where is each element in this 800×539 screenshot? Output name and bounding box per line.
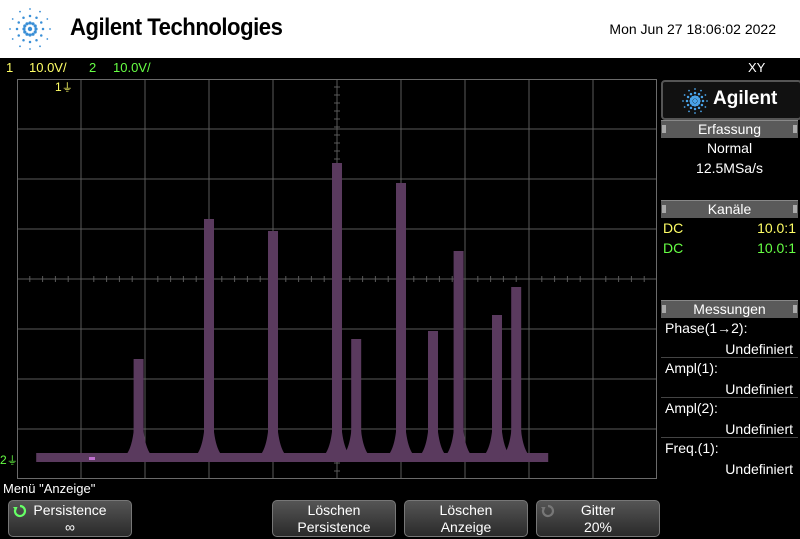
trace-peak-base bbox=[440, 421, 477, 459]
divider bbox=[661, 397, 798, 398]
trace-peak-base bbox=[383, 421, 419, 459]
trace-marker bbox=[89, 457, 95, 460]
sample-rate: 12.5MSa/s bbox=[696, 160, 763, 176]
trace-peak bbox=[268, 231, 278, 459]
ch2-number[interactable]: 2 bbox=[89, 60, 97, 75]
ch2-probe: 10.0:1 bbox=[757, 240, 796, 256]
measurement-label: Ampl(2): bbox=[665, 400, 718, 416]
channel-scale-bar: 1 10.0V/ 2 10.0V/ XY bbox=[0, 58, 800, 78]
acquisition-header[interactable]: Erfassung bbox=[661, 120, 798, 138]
trace-peak bbox=[453, 251, 464, 459]
xy-mode-label: XY bbox=[748, 60, 766, 75]
scope-display[interactable] bbox=[17, 79, 657, 479]
trace-peak-base bbox=[255, 421, 291, 459]
softkey-label: Gitter bbox=[580, 502, 616, 518]
clear-persistence-softkey[interactable]: Löschen Persistence bbox=[272, 500, 396, 537]
softkey-value: Persistence bbox=[297, 519, 371, 535]
agilent-spark-small-icon bbox=[682, 88, 708, 114]
measurement-label: Ampl(1): bbox=[665, 360, 718, 376]
measurement-value: Undefiniert bbox=[725, 381, 793, 397]
trace-peak-base bbox=[498, 421, 535, 459]
divider bbox=[661, 357, 798, 358]
divider bbox=[661, 437, 798, 438]
side-panel: Agilent Erfassung Normal 12.5MSa/s Kanäl… bbox=[659, 80, 800, 478]
trace-peak bbox=[511, 287, 522, 459]
trace-peak-base bbox=[319, 421, 355, 459]
trace-peak bbox=[396, 183, 406, 459]
persistence-softkey[interactable]: Persistence ∞ bbox=[8, 500, 132, 537]
ch2-coupling: DC bbox=[663, 240, 684, 256]
measurements-header[interactable]: Messungen bbox=[661, 300, 798, 318]
trace-peak bbox=[204, 219, 214, 459]
datetime: Mon Jun 27 18:06:02 2022 bbox=[609, 21, 776, 37]
softkey-value: Anzeige bbox=[440, 519, 492, 535]
waveform-graticule bbox=[17, 79, 657, 479]
ch2-ground-marker[interactable]: 2⏚ bbox=[0, 453, 18, 467]
ch1-probe: 10.0:1 bbox=[757, 220, 796, 236]
trace-peak bbox=[428, 331, 438, 459]
logo-label: Agilent bbox=[713, 88, 778, 109]
trace-peak-base bbox=[120, 421, 157, 459]
softkey-value: 20% bbox=[583, 519, 613, 535]
softkey-label: Löschen bbox=[439, 502, 493, 518]
measurement-value: Undefiniert bbox=[725, 461, 793, 477]
brand-title: Agilent Technologies bbox=[70, 14, 283, 41]
menu-title: Menü "Anzeige" bbox=[3, 481, 96, 496]
ch1-coupling: DC bbox=[663, 220, 684, 236]
ch1-scale[interactable]: 10.0V/ bbox=[29, 60, 67, 75]
softkey-label: Persistence bbox=[33, 502, 107, 518]
acquisition-mode: Normal bbox=[706, 140, 753, 156]
softkey-value: ∞ bbox=[65, 519, 75, 535]
trace-baseline bbox=[36, 453, 549, 462]
rotate-knob-icon bbox=[541, 504, 555, 518]
trigger-level-marker[interactable]: 1⏚ bbox=[55, 80, 73, 94]
trace-peak bbox=[492, 315, 502, 459]
measurement-value: Undefiniert bbox=[725, 421, 793, 437]
channels-header[interactable]: Kanäle bbox=[661, 200, 798, 218]
trace-peak-base bbox=[191, 421, 227, 459]
agilent-logo-box: Agilent bbox=[661, 80, 800, 120]
measurement-label: Phase(1→2): bbox=[665, 320, 748, 336]
trace-peak bbox=[133, 359, 144, 459]
trace-peak-base bbox=[415, 421, 451, 459]
header-bar: Agilent Technologies Mon Jun 27 18:06:02… bbox=[0, 0, 800, 58]
measurement-value: Undefiniert bbox=[725, 341, 793, 357]
rotate-knob-icon bbox=[13, 504, 27, 518]
trace-peak bbox=[332, 163, 342, 459]
ch2-scale[interactable]: 10.0V/ bbox=[113, 60, 151, 75]
trace-peak-base bbox=[338, 421, 375, 459]
softkey-label: Löschen bbox=[307, 502, 361, 518]
trace-peak-base bbox=[479, 421, 515, 459]
grid-intensity-softkey[interactable]: Gitter 20% bbox=[536, 500, 660, 537]
trace-peak bbox=[351, 339, 362, 459]
clear-display-softkey[interactable]: Löschen Anzeige bbox=[404, 500, 528, 537]
ch1-number[interactable]: 1 bbox=[6, 60, 14, 75]
agilent-spark-logo-icon bbox=[9, 8, 51, 50]
measurement-label: Freq.(1): bbox=[665, 440, 719, 456]
